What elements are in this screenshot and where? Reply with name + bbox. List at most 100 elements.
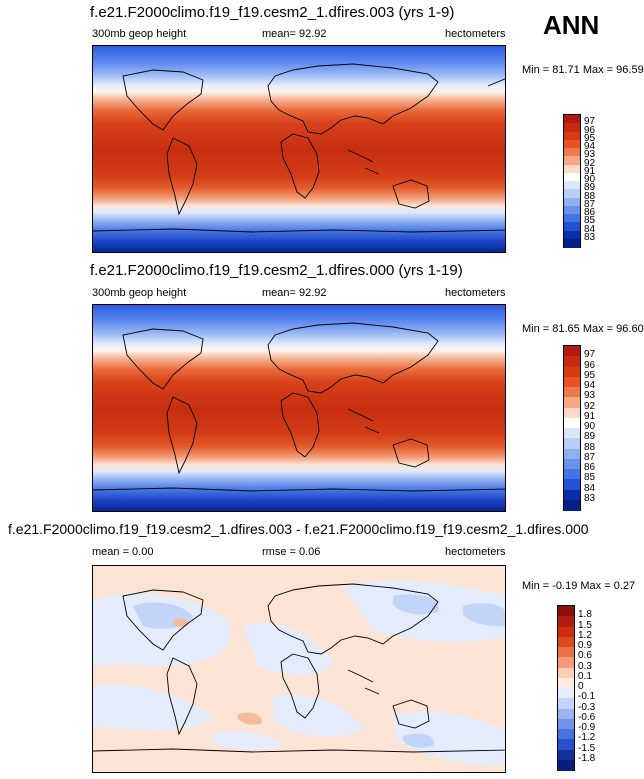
colorbar-tick-label: 91 xyxy=(584,410,596,422)
panel-1-title: f.e21.F2000climo.f19_f19.cesm2_1.dfires.… xyxy=(90,4,455,21)
colorbar-tick-label: 0.1 xyxy=(578,670,592,682)
panel-2-coastlines xyxy=(93,322,505,492)
panel-1-field xyxy=(93,46,505,252)
colorbar-segment xyxy=(564,197,580,207)
panel-2-map xyxy=(92,304,506,512)
colorbar-tick-label: 95 xyxy=(584,132,596,144)
colorbar-segment xyxy=(558,688,574,699)
colorbar-tick-label: 91 xyxy=(584,165,596,177)
panel-3-anomaly-patches xyxy=(93,580,505,766)
colorbar-segment xyxy=(564,214,580,223)
colorbar-tick-label: -0.6 xyxy=(578,711,596,723)
colorbar-segment xyxy=(564,366,580,378)
colorbar-segment xyxy=(564,156,580,165)
colorbar-tick-label: 90 xyxy=(584,174,596,185)
colorbar-segment xyxy=(564,123,580,132)
colorbar-tick-label: 93 xyxy=(584,149,596,161)
colorbar-tick-label: 96 xyxy=(584,124,596,136)
panel-1-minmax: Min = 81.71 Max = 96.59 xyxy=(522,64,644,76)
panel-2-units: hectometers xyxy=(445,287,506,299)
colorbar-segment xyxy=(564,489,580,501)
panel-3-minmax: Min = -0.19 Max = 0.27 xyxy=(522,580,636,592)
colorbar-segment xyxy=(558,647,574,658)
colorbar-segment xyxy=(558,698,574,709)
colorbar-tick-label: 87 xyxy=(584,198,596,210)
colorbar-segment xyxy=(564,115,580,124)
colorbar-segment xyxy=(558,729,574,740)
colorbar-tick-label: -0.9 xyxy=(578,722,596,733)
season-label: ANN xyxy=(543,10,600,40)
panel-3-rmse: rmse = 0.06 xyxy=(262,546,321,558)
panel-3-coastlines xyxy=(93,583,505,753)
colorbar-segment xyxy=(564,407,580,419)
colorbar-segment xyxy=(564,189,580,198)
colorbar-tick-label: 1.5 xyxy=(578,619,592,631)
colorbar-segment xyxy=(564,458,580,470)
panel-2-map-svg xyxy=(93,305,505,511)
colorbar-segment xyxy=(558,739,574,750)
colorbar-segment xyxy=(558,677,574,689)
panel-2-minmax: Min = 81.65 Max = 96.60 xyxy=(522,323,644,335)
colorbar-tick-label: 85 xyxy=(584,472,596,484)
colorbar-segment xyxy=(564,376,580,388)
colorbar-segment xyxy=(558,657,574,668)
panel-2-mean: mean= 92.92 xyxy=(262,287,327,299)
panel-1-units: hectometers xyxy=(445,28,506,40)
colorbar-tick-label: 96 xyxy=(584,359,596,371)
colorbar-tick-label: 89 xyxy=(584,182,596,194)
colorbar-segment xyxy=(558,636,574,648)
colorbar-segment xyxy=(558,626,574,638)
panel-1-colorbar xyxy=(563,114,581,248)
colorbar-segment xyxy=(558,606,574,617)
colorbar-tick-label: 84 xyxy=(584,223,596,235)
colorbar-segment xyxy=(564,438,580,449)
colorbar-segment xyxy=(564,205,580,215)
colorbar-tick-label: 0 xyxy=(578,681,584,692)
colorbar-segment xyxy=(558,667,574,679)
colorbar-segment xyxy=(564,148,580,157)
colorbar-segment xyxy=(564,346,580,357)
panel-3-map-svg xyxy=(93,566,505,772)
colorbar-segment xyxy=(558,749,574,761)
colorbar-tick-label: 86 xyxy=(584,462,596,473)
colorbar-tick-label: 84 xyxy=(584,482,596,494)
colorbar-segment xyxy=(564,181,580,190)
panel-1-coastlines xyxy=(93,63,505,233)
colorbar-tick-label: -1.2 xyxy=(578,732,596,744)
panel-3-map xyxy=(92,565,506,773)
colorbar-tick-label: 88 xyxy=(584,441,596,453)
colorbar-segment xyxy=(564,428,580,439)
colorbar-tick-label: 97 xyxy=(584,116,596,128)
colorbar-segment xyxy=(564,139,580,149)
colorbar-tick-label: 83 xyxy=(584,231,596,243)
colorbar-tick-label: 92 xyxy=(584,157,596,169)
colorbar-tick-label: 97 xyxy=(584,349,596,361)
colorbar-tick-label: 94 xyxy=(584,141,596,152)
panel-2-field xyxy=(93,305,505,511)
colorbar-segment xyxy=(558,616,574,627)
colorbar-tick-label: 95 xyxy=(584,369,596,381)
colorbar-segment xyxy=(564,448,580,460)
colorbar-segment xyxy=(564,479,580,490)
colorbar-tick-label: 1.8 xyxy=(578,609,592,621)
colorbar-tick-label: 88 xyxy=(584,190,596,202)
colorbar-tick-label: 1.2 xyxy=(578,629,592,641)
colorbar-tick-label: -1.5 xyxy=(578,742,596,754)
colorbar-tick-label: -0.3 xyxy=(578,701,596,713)
colorbar-segment xyxy=(564,238,580,248)
panel-1-map xyxy=(92,45,506,253)
colorbar-tick-label: 0.9 xyxy=(578,640,592,651)
panel-1-map-svg xyxy=(93,46,505,252)
panel-1-variable: 300mb geop height xyxy=(92,28,187,40)
colorbar-segment xyxy=(564,469,580,480)
colorbar-segment xyxy=(564,222,580,231)
colorbar-tick-label: 90 xyxy=(584,421,596,432)
colorbar-tick-label: 94 xyxy=(584,380,596,391)
colorbar-tick-label: 89 xyxy=(584,431,596,443)
colorbar-tick-label: 86 xyxy=(584,207,596,218)
colorbar-segment xyxy=(564,397,580,408)
colorbar-tick-label: 85 xyxy=(584,215,596,227)
panel-3-units: hectometers xyxy=(445,546,506,558)
colorbar-tick-label: 0.6 xyxy=(578,650,592,662)
colorbar-segment xyxy=(564,164,580,174)
